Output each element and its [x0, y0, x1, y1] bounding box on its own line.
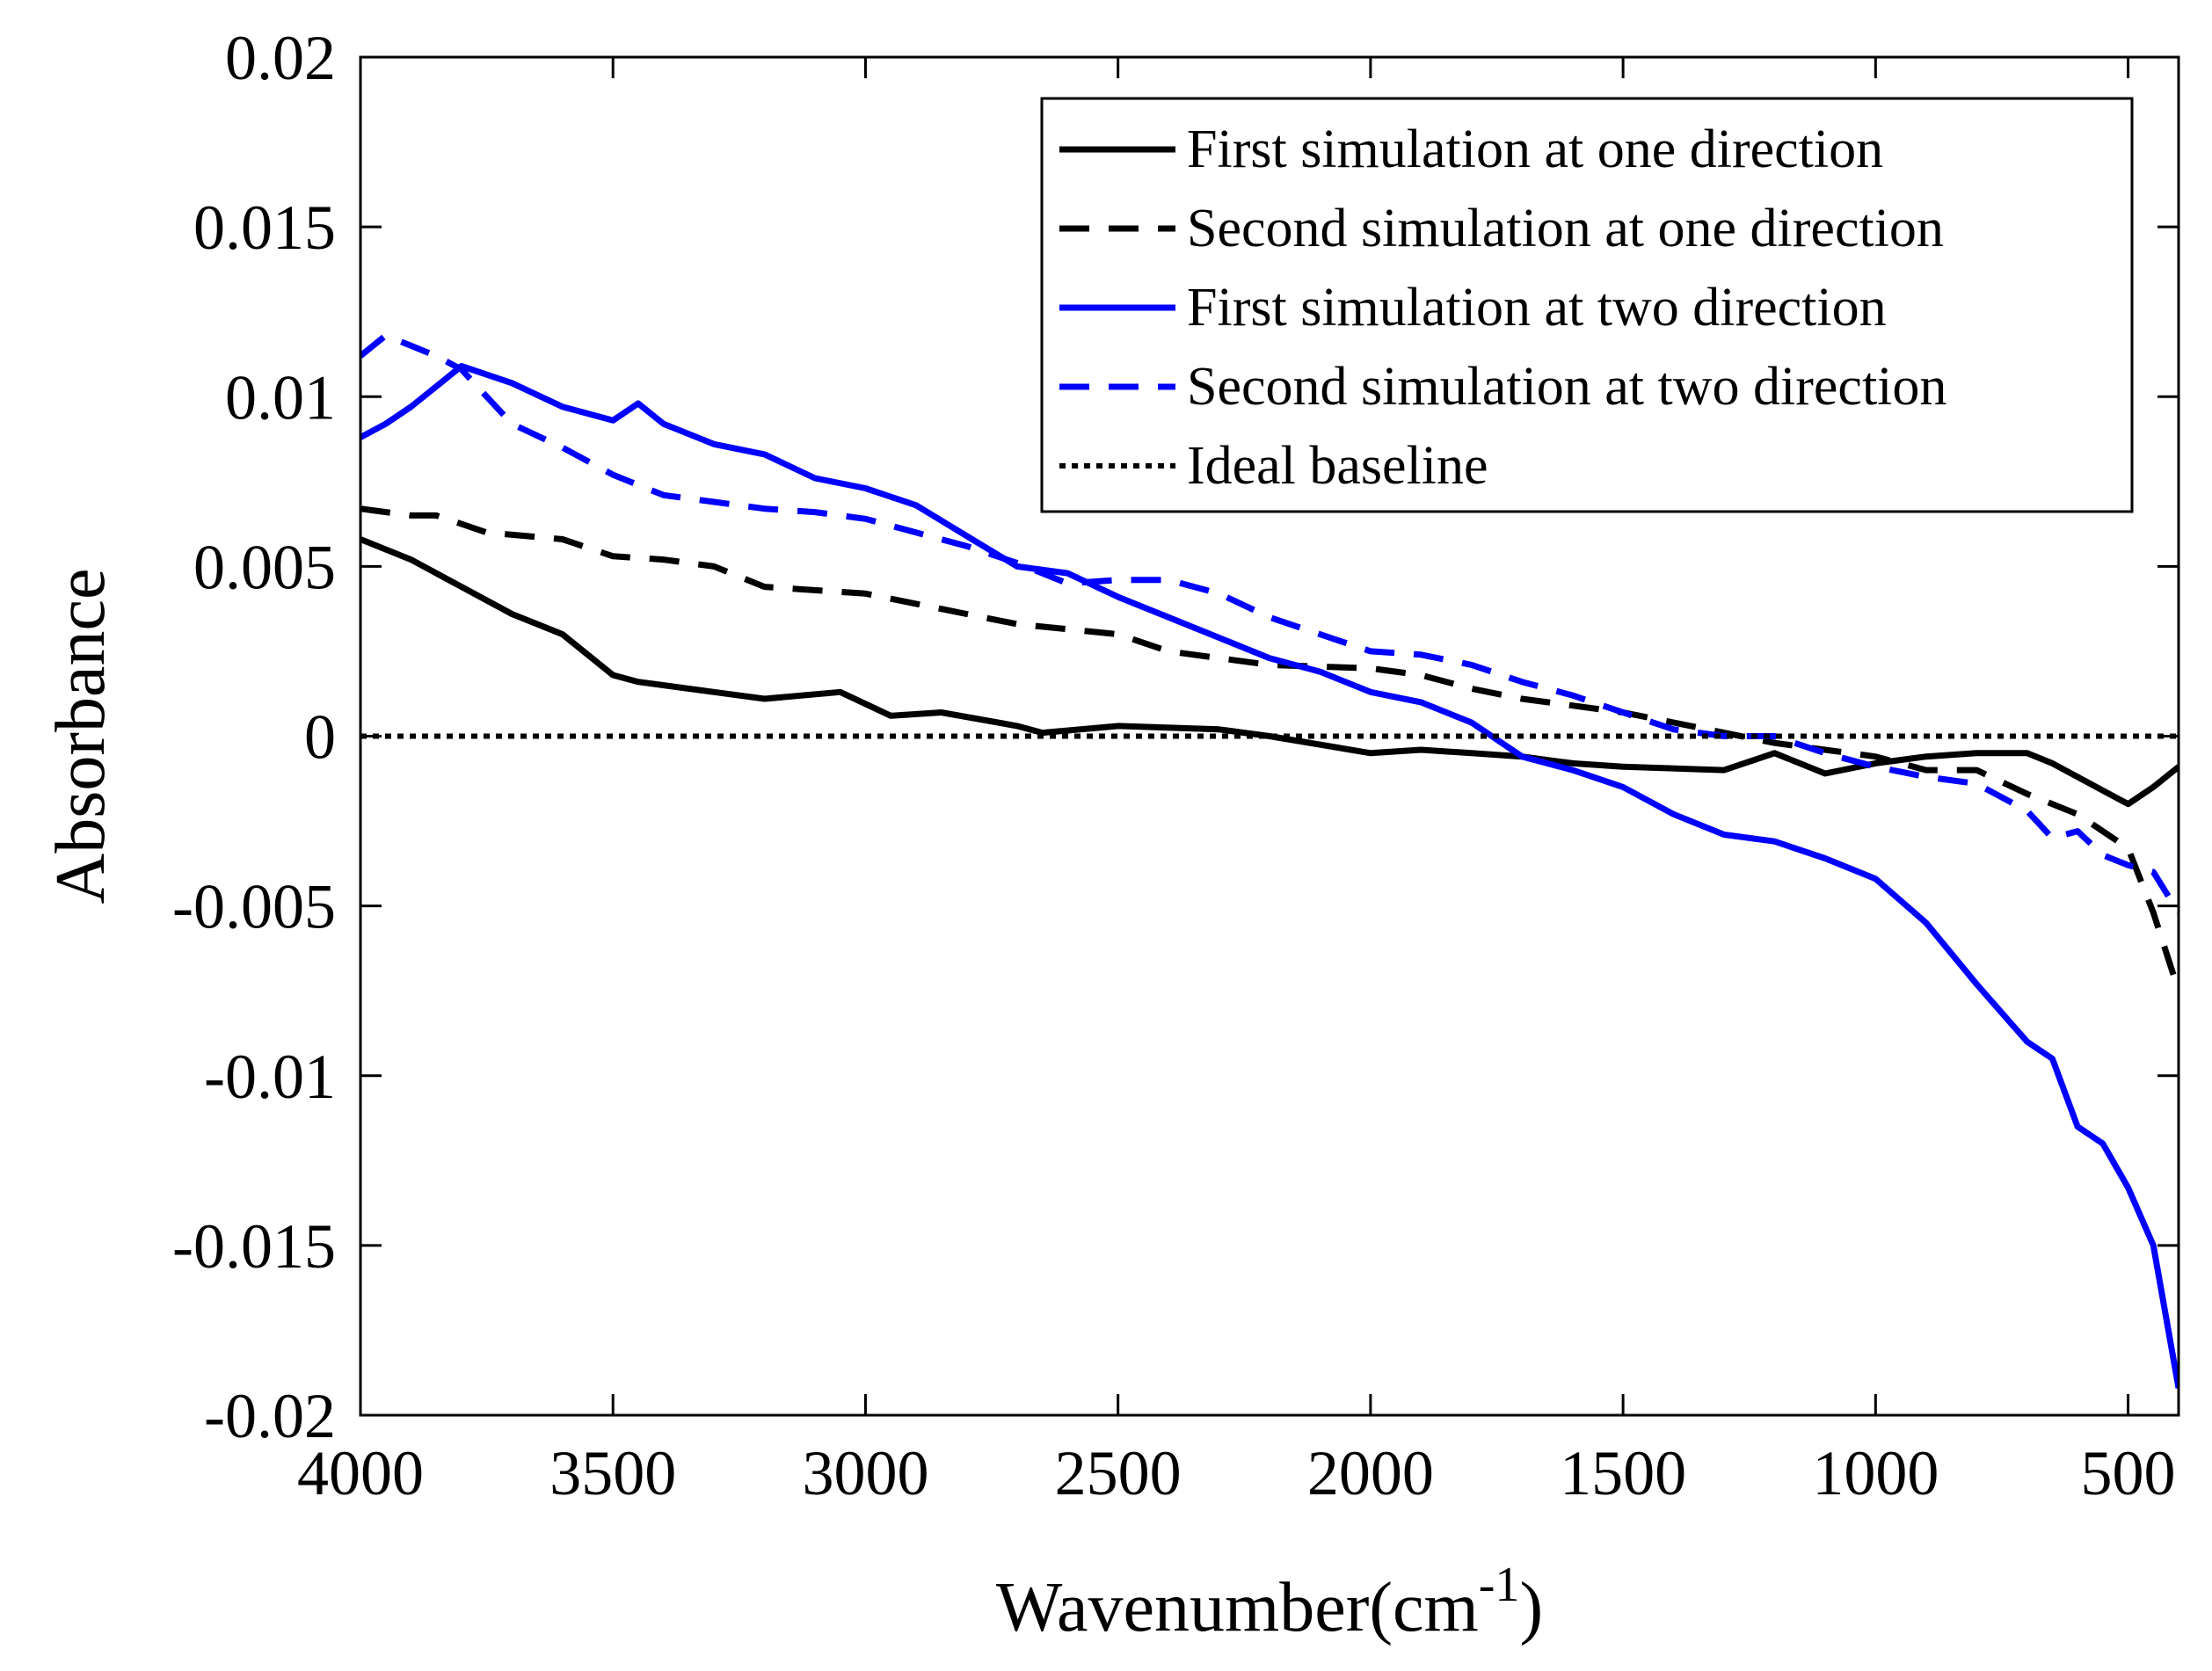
x-tick-label: 500 [2081, 1438, 2176, 1508]
legend-label-5: Ideal baseline [1187, 436, 1488, 496]
legend-label-3: First simulation at two direction [1187, 278, 1887, 338]
x-tick-label: 3000 [802, 1438, 928, 1508]
y-tick-label: 0.005 [193, 532, 336, 602]
series-layer [360, 332, 2179, 1389]
x-axis-title-suffix: ) [1519, 1569, 1543, 1646]
legend-box [1040, 97, 2134, 513]
x-tick-label: 1500 [1560, 1438, 1686, 1508]
x-tick-label: 1000 [1812, 1438, 1939, 1508]
x-tick-label: 3500 [549, 1438, 676, 1508]
y-tick-label: -0.01 [204, 1042, 336, 1112]
ticks-layer: 4000 3500 3000 2500 2000 1500 1000 500 0.02 0.015… [172, 23, 2179, 1508]
x-tick-label: 4000 [297, 1438, 424, 1508]
legend-label-4: Second simulation at two direction [1187, 357, 1946, 417]
x-tick-label: 2500 [1055, 1438, 1182, 1508]
y-axis-title: Absorbance [42, 568, 120, 904]
y-tick-label: 0.01 [225, 362, 336, 432]
x-axis-title-main: Wavenumber(cm [996, 1569, 1479, 1646]
x-tick-label: 2000 [1307, 1438, 1434, 1508]
x-axis-title-superscript: -1 [1479, 1558, 1520, 1612]
y-tick-label: -0.005 [172, 872, 336, 942]
series-line-3 [360, 363, 2179, 1389]
y-tick-label: 0.02 [225, 23, 336, 93]
series-line-1 [360, 536, 2179, 808]
legend-label-1: First simulation at one direction [1187, 120, 1883, 179]
y-tick-label: -0.015 [172, 1211, 336, 1282]
legend: First simulation at one direction Second … [1040, 97, 2134, 513]
x-axis-title: Wavenumber(cm-1) [996, 1558, 1543, 1646]
y-tick-label: 0 [304, 702, 336, 773]
y-tick-label: -0.02 [204, 1381, 336, 1451]
legend-label-2: Second simulation at one direction [1187, 199, 1944, 258]
y-tick-label: 0.015 [193, 193, 336, 263]
